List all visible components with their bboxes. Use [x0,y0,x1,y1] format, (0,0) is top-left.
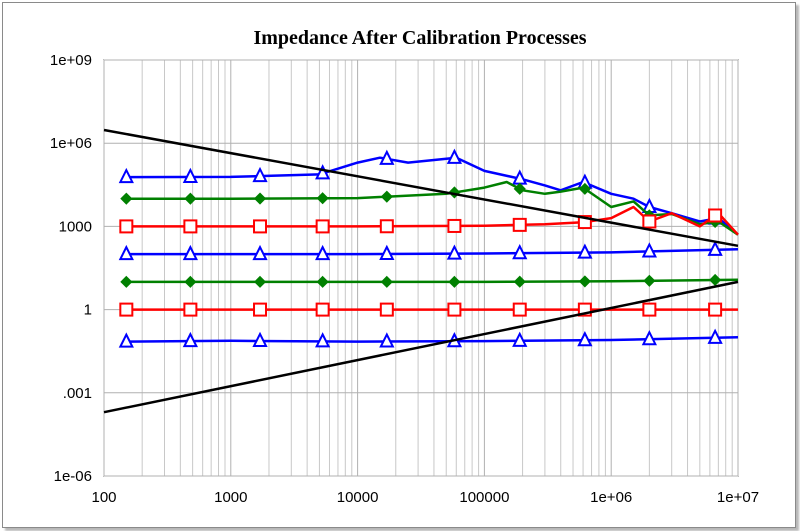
x-tick-label: 100000 [459,489,509,506]
square-marker [642,214,657,229]
square-marker [183,302,198,317]
x-tick-label: 100 [91,489,116,506]
square-marker [512,217,527,232]
triangle-marker [315,244,331,261]
square-marker [315,219,330,234]
square-marker [512,302,527,317]
diamond-marker [448,275,461,288]
diamond-marker [253,192,267,205]
y-tick-label: 1 [84,302,92,319]
square-marker [447,218,462,233]
square-marker [183,219,198,234]
triangle-marker [707,328,723,344]
diamond-marker [184,275,197,288]
x-tick-label: 1000 [214,489,247,506]
square-marker [379,219,394,234]
diamond-marker [120,275,133,288]
square-marker [708,302,723,317]
diamond-marker [709,273,722,287]
y-tick-label: 1e-06 [54,468,92,485]
grid-minor [141,60,733,476]
x-axis-ticks: 100 1000 10000 100000 1e+06 1e+07 [91,489,759,506]
series-7 [118,328,739,348]
triangle-marker [182,244,198,261]
diamond-marker [578,275,591,288]
x-tick-label: 1e+07 [717,489,759,506]
triangle-marker [379,244,395,260]
square-marker [447,302,462,317]
x-tick-label: 1e+06 [590,489,632,506]
series-3 [119,205,739,236]
triangle-marker [315,164,331,180]
triangle-marker [315,332,331,348]
series-9 [103,280,739,414]
diamond-marker [120,192,133,205]
y-tick-label: 1e+09 [50,52,92,69]
square-marker [253,302,268,317]
square-marker [708,208,723,223]
diamond-marker [513,275,526,288]
triangle-marker [577,243,593,259]
triangle-marker [577,331,593,347]
square-marker [315,302,330,317]
triangle-marker [118,332,134,348]
diamond-marker [513,182,526,195]
diamond-marker [316,275,329,288]
plot-area [103,59,739,477]
diamond-marker [380,275,393,288]
square-marker [119,302,134,317]
y-tick-label: .001 [63,385,92,402]
square-marker [253,219,268,234]
diamond-marker [253,275,267,288]
triangle-marker [512,331,528,347]
triangle-marker [379,149,395,165]
series-line [103,128,739,248]
triangle-marker [118,167,134,184]
y-tick-label: 1000 [59,218,92,235]
y-tick-label: 1e+06 [50,135,92,152]
series-layer [103,128,739,414]
series-line [126,205,739,236]
diamond-marker [380,190,393,203]
series-8 [103,128,739,248]
square-marker [119,219,134,234]
triangle-marker [252,331,268,347]
diamond-marker [316,192,329,205]
chart-title: Impedance After Calibration Processes [253,27,586,49]
square-marker [379,302,394,317]
triangle-marker [512,244,528,260]
triangle-marker [252,166,268,183]
series-5 [120,273,739,288]
triangle-marker [641,242,657,258]
x-tick-label: 10000 [337,489,379,506]
series-6 [119,302,738,317]
triangle-marker [182,167,198,183]
diamond-marker [184,192,197,205]
triangle-marker [446,244,463,260]
triangle-marker [641,329,657,346]
triangle-marker [379,332,395,348]
series-line [103,280,739,414]
triangle-marker [446,148,463,164]
diamond-marker [578,182,591,195]
series-4 [118,240,739,261]
square-marker [642,302,657,317]
y-axis-ticks: 1e+09 1e+06 1000 1 .001 1e-06 [50,52,92,485]
triangle-marker [182,331,198,348]
diamond-marker [643,274,656,287]
triangle-marker [252,244,268,261]
triangle-marker [118,244,134,261]
series-line [126,336,739,343]
triangle-marker [707,240,723,256]
